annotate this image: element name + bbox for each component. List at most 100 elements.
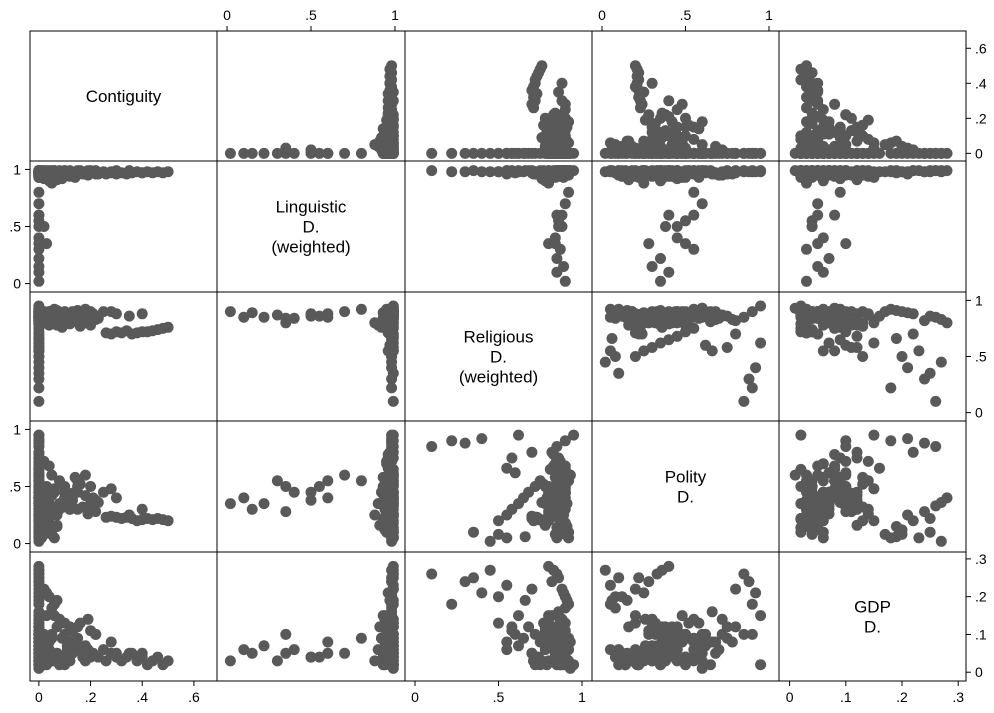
data-point: [613, 572, 625, 584]
variable-labels: ContiguityLinguisticD.(weighted)Religiou…: [86, 87, 891, 637]
data-point: [688, 309, 700, 321]
data-point: [604, 579, 616, 591]
panel-gdp-vs-contiguity: [33, 560, 174, 674]
panel-linguistic-vs-gdp: [789, 165, 953, 287]
data-point: [543, 610, 555, 622]
data-point: [755, 659, 767, 671]
data-point: [305, 494, 317, 506]
data-point: [710, 647, 722, 659]
data-point: [823, 147, 835, 159]
data-point: [59, 492, 71, 504]
data-point: [386, 655, 398, 667]
data-point: [271, 309, 283, 321]
data-point: [64, 655, 76, 667]
data-point: [33, 441, 45, 452]
data-point: [369, 655, 381, 667]
data-point: [629, 617, 641, 629]
x-tick-label: 1: [578, 689, 586, 705]
data-point: [868, 429, 880, 441]
data-point: [509, 147, 521, 159]
data-point: [806, 528, 818, 540]
data-point: [812, 328, 824, 340]
data-point: [680, 166, 691, 178]
data-point: [671, 147, 683, 159]
data-point: [246, 307, 258, 319]
data-point: [845, 503, 857, 515]
data-point: [750, 587, 762, 599]
data-point: [554, 126, 566, 138]
data-point: [663, 130, 675, 142]
data-point: [246, 147, 258, 159]
data-point: [619, 659, 631, 671]
data-point: [33, 253, 45, 264]
data-point: [750, 362, 762, 374]
data-point: [528, 102, 540, 114]
variable-label-religious: (weighted): [459, 368, 538, 387]
data-point: [322, 647, 334, 659]
y-tick-label: 0: [13, 276, 21, 292]
data-point: [64, 166, 76, 178]
data-point: [755, 337, 767, 349]
data-point: [716, 613, 728, 625]
data-point: [82, 613, 94, 625]
data-point: [857, 147, 869, 159]
data-point: [322, 308, 334, 320]
data-point: [568, 147, 580, 159]
data-point: [33, 617, 45, 629]
data-point: [609, 166, 621, 178]
data-point: [656, 564, 668, 576]
data-point: [902, 362, 914, 374]
data-point: [288, 644, 300, 656]
data-point: [64, 503, 76, 515]
data-point: [322, 636, 334, 648]
variable-label-linguistic: Linguistic: [276, 198, 347, 217]
panel-linguistic-vs-contiguity: [33, 165, 174, 287]
data-point: [33, 165, 45, 177]
data-point: [110, 492, 122, 504]
data-point: [519, 531, 531, 543]
data-point: [693, 617, 705, 629]
data-point: [919, 437, 930, 449]
data-point: [609, 351, 621, 362]
data-point: [688, 636, 700, 648]
data-point: [857, 515, 869, 527]
data-point: [526, 583, 538, 595]
data-point: [387, 395, 399, 407]
data-point: [924, 166, 936, 178]
panel-linguistic-vs-polity: [599, 165, 767, 287]
data-point: [851, 135, 863, 147]
data-point: [33, 232, 45, 244]
data-point: [812, 198, 824, 210]
data-point: [638, 135, 650, 147]
data-point: [528, 655, 540, 667]
data-point: [930, 395, 942, 407]
data-point: [539, 519, 551, 531]
data-point: [599, 564, 611, 576]
data-point: [224, 655, 236, 667]
data-point: [374, 519, 386, 531]
panel-contiguity-vs-religious: [426, 60, 580, 159]
data-point: [851, 446, 863, 458]
data-point: [509, 628, 521, 640]
data-point: [817, 475, 829, 487]
data-point: [845, 125, 857, 137]
data-point: [663, 165, 675, 177]
data-point: [41, 587, 53, 599]
data-point: [680, 651, 691, 663]
data-point: [629, 351, 641, 362]
data-point: [671, 640, 683, 652]
data-point: [100, 511, 112, 523]
data-point: [305, 144, 317, 156]
variable-label-gdp: D.: [864, 618, 881, 637]
data-point: [879, 528, 891, 540]
data-point: [313, 481, 325, 492]
data-point: [638, 177, 650, 189]
data-point: [696, 139, 708, 151]
data-point: [738, 628, 750, 640]
data-point: [501, 168, 513, 180]
data-point: [105, 636, 117, 648]
data-point: [656, 147, 668, 159]
data-point: [700, 628, 711, 640]
data-point: [743, 576, 755, 588]
y-tick-label: .5: [9, 219, 21, 235]
